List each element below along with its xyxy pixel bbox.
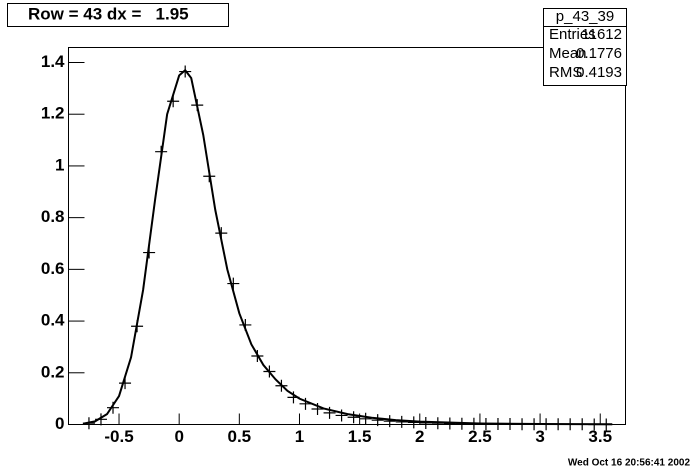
y-tick-label: 0.8 bbox=[41, 207, 65, 226]
y-tick-label: 1.2 bbox=[41, 104, 65, 123]
stats-label: RMS bbox=[549, 64, 582, 81]
y-tick-label: 1 bbox=[55, 155, 64, 174]
y-tick-label: 0 bbox=[55, 414, 64, 433]
plot-frame bbox=[68, 47, 626, 425]
chart-title: Row = 43 dx = 1.95 bbox=[28, 4, 189, 23]
x-tick-label: 0.5 bbox=[228, 427, 252, 446]
data-point bbox=[383, 415, 396, 428]
title-box bbox=[7, 3, 229, 27]
data-point bbox=[347, 411, 360, 424]
stats-title: p_43_39 bbox=[556, 8, 614, 25]
data-point bbox=[335, 409, 348, 422]
y-tick-label: 1.4 bbox=[41, 52, 65, 71]
stats-value: 11612 bbox=[581, 26, 622, 43]
y-tick-label: 0.4 bbox=[41, 311, 65, 330]
x-tick-label: 3 bbox=[535, 427, 544, 446]
x-tick-label: 3.5 bbox=[588, 427, 612, 446]
x-tick-label: 0 bbox=[174, 427, 183, 446]
stats-value: 0.1776 bbox=[576, 45, 622, 62]
data-point bbox=[359, 412, 372, 425]
x-tick-label: 1.5 bbox=[348, 427, 372, 446]
stats-box: p_43_39 bbox=[543, 8, 627, 86]
x-tick-label: 2.5 bbox=[468, 427, 492, 446]
stats-frame bbox=[543, 8, 627, 86]
stats-label: Mean bbox=[549, 45, 587, 62]
x-tick-label: -0.5 bbox=[104, 427, 133, 446]
fit-curve bbox=[82, 68, 613, 426]
x-tick-label: 2 bbox=[415, 427, 424, 446]
stats-value: 0.4193 bbox=[576, 64, 622, 81]
data-point bbox=[395, 415, 408, 428]
y-tick-label: 0.6 bbox=[41, 259, 65, 278]
data-point bbox=[299, 397, 312, 410]
stats-label: Entries bbox=[549, 26, 596, 43]
y-tick-label: 0.2 bbox=[41, 362, 65, 381]
data-point bbox=[371, 414, 384, 427]
x-tick-label: 1 bbox=[295, 427, 304, 446]
timestamp: Wed Oct 16 20:56:41 2002 bbox=[568, 458, 691, 469]
